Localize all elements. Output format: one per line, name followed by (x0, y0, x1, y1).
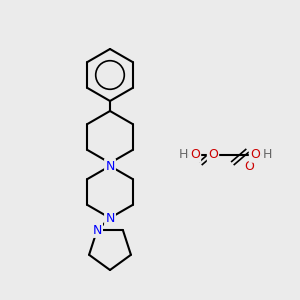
Text: H: H (178, 148, 188, 161)
Text: O: O (208, 148, 218, 161)
Text: N: N (105, 212, 115, 224)
Text: H: H (262, 148, 272, 161)
Text: O: O (190, 148, 200, 161)
Text: O: O (250, 148, 260, 161)
Text: O: O (244, 160, 254, 173)
Text: N: N (92, 224, 102, 237)
Text: N: N (105, 160, 115, 172)
